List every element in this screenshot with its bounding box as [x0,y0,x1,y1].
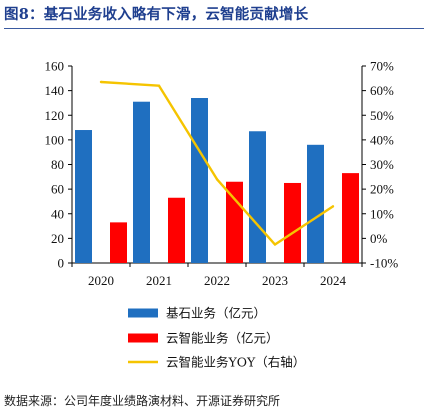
right-tick-label: 60% [370,83,394,98]
bar-series-b [168,197,185,263]
yoy-point [157,84,161,87]
left-tick-label: 40 [51,206,64,221]
legend-swatch [128,308,158,318]
right-tick-label: 70% [370,59,394,74]
right-tick-label: 50% [370,108,394,123]
chart: 0 20 40 60 80 100 120 140 160 -10% 0% 10% 20% 30% 40% 5… [45,59,399,370]
legend-label: 云智能业务YOY（右轴） [166,355,305,370]
right-tick-label: 20% [370,182,394,197]
yoy-point [215,178,219,181]
right-tick-label: 10% [370,206,394,221]
yoy-point [273,243,277,246]
title-divider [4,28,424,29]
figure-title: 图8：基石业务收入略有下滑，云智能贡献增长 [4,6,309,23]
bar-series-a [133,101,150,263]
bar-series-a [307,144,324,263]
legend: 基石业务（亿元） 云智能业务（亿元） 云智能业务YOY（右轴） [128,306,305,370]
yoy-point [99,80,103,84]
x-tick-label: 2022 [204,273,230,288]
right-tick-label: 40% [370,132,394,147]
right-tick-label: 30% [370,157,394,172]
x-tick-label: 2020 [88,273,114,288]
left-tick-label: 80 [51,157,64,172]
source-note: 数据来源：公司年度业绩路演材料、开源证券研究所 [4,394,281,408]
bar-series-a [249,131,266,263]
right-tick-label: -10% [370,256,398,271]
legend-label: 云智能业务（亿元） [166,331,279,346]
chart-axes: 0 20 40 60 80 100 120 140 160 -10% 0% 10% 20% 30% 40% 5… [45,59,399,289]
left-tick-label: 140 [45,83,65,98]
left-tick-label: 100 [45,132,65,147]
line-series [99,80,335,246]
legend-label: 基石业务（亿元） [166,306,266,321]
x-tick-label: 2024 [320,273,347,288]
left-tick-label: 0 [58,256,65,271]
right-tick-label: 0% [370,231,388,246]
bar-series-b [284,182,301,263]
bar-series-b [342,173,359,263]
x-tick-label: 2023 [262,273,288,288]
x-tick-label: 2021 [146,273,172,288]
yoy-point [331,205,335,208]
left-tick-label: 20 [51,231,64,246]
bar-series-a [191,98,208,263]
left-tick-label: 120 [45,108,65,123]
bar-series-b [110,222,127,263]
left-tick-label: 60 [51,182,64,197]
bar-series-a [75,130,92,263]
left-tick-label: 160 [45,59,65,74]
legend-swatch [128,333,158,343]
